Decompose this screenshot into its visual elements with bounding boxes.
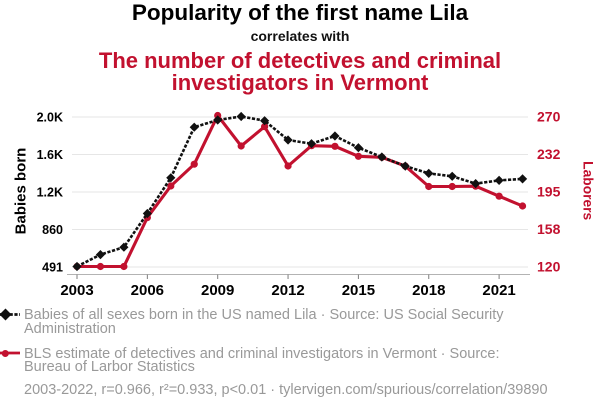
svg-text:2012: 2012	[271, 282, 304, 299]
svg-text:2021: 2021	[482, 282, 515, 299]
svg-text:2015: 2015	[342, 282, 375, 299]
svg-text:1.6K: 1.6K	[37, 148, 63, 162]
svg-text:232: 232	[537, 146, 561, 162]
svg-text:120: 120	[537, 259, 561, 275]
svg-text:2006: 2006	[131, 282, 164, 299]
svg-text:491: 491	[42, 261, 63, 275]
svg-text:158: 158	[537, 221, 561, 237]
svg-text:2009: 2009	[201, 282, 234, 299]
svg-text:2018: 2018	[412, 282, 445, 299]
svg-text:860: 860	[42, 223, 63, 237]
svg-text:195: 195	[537, 184, 561, 200]
svg-text:2003: 2003	[60, 282, 93, 299]
svg-text:Laborers: Laborers	[581, 161, 596, 220]
svg-text:2.0K: 2.0K	[37, 111, 63, 125]
svg-text:270: 270	[537, 109, 561, 125]
svg-text:Babies born: Babies born	[13, 148, 30, 235]
svg-text:1.2K: 1.2K	[37, 186, 63, 200]
